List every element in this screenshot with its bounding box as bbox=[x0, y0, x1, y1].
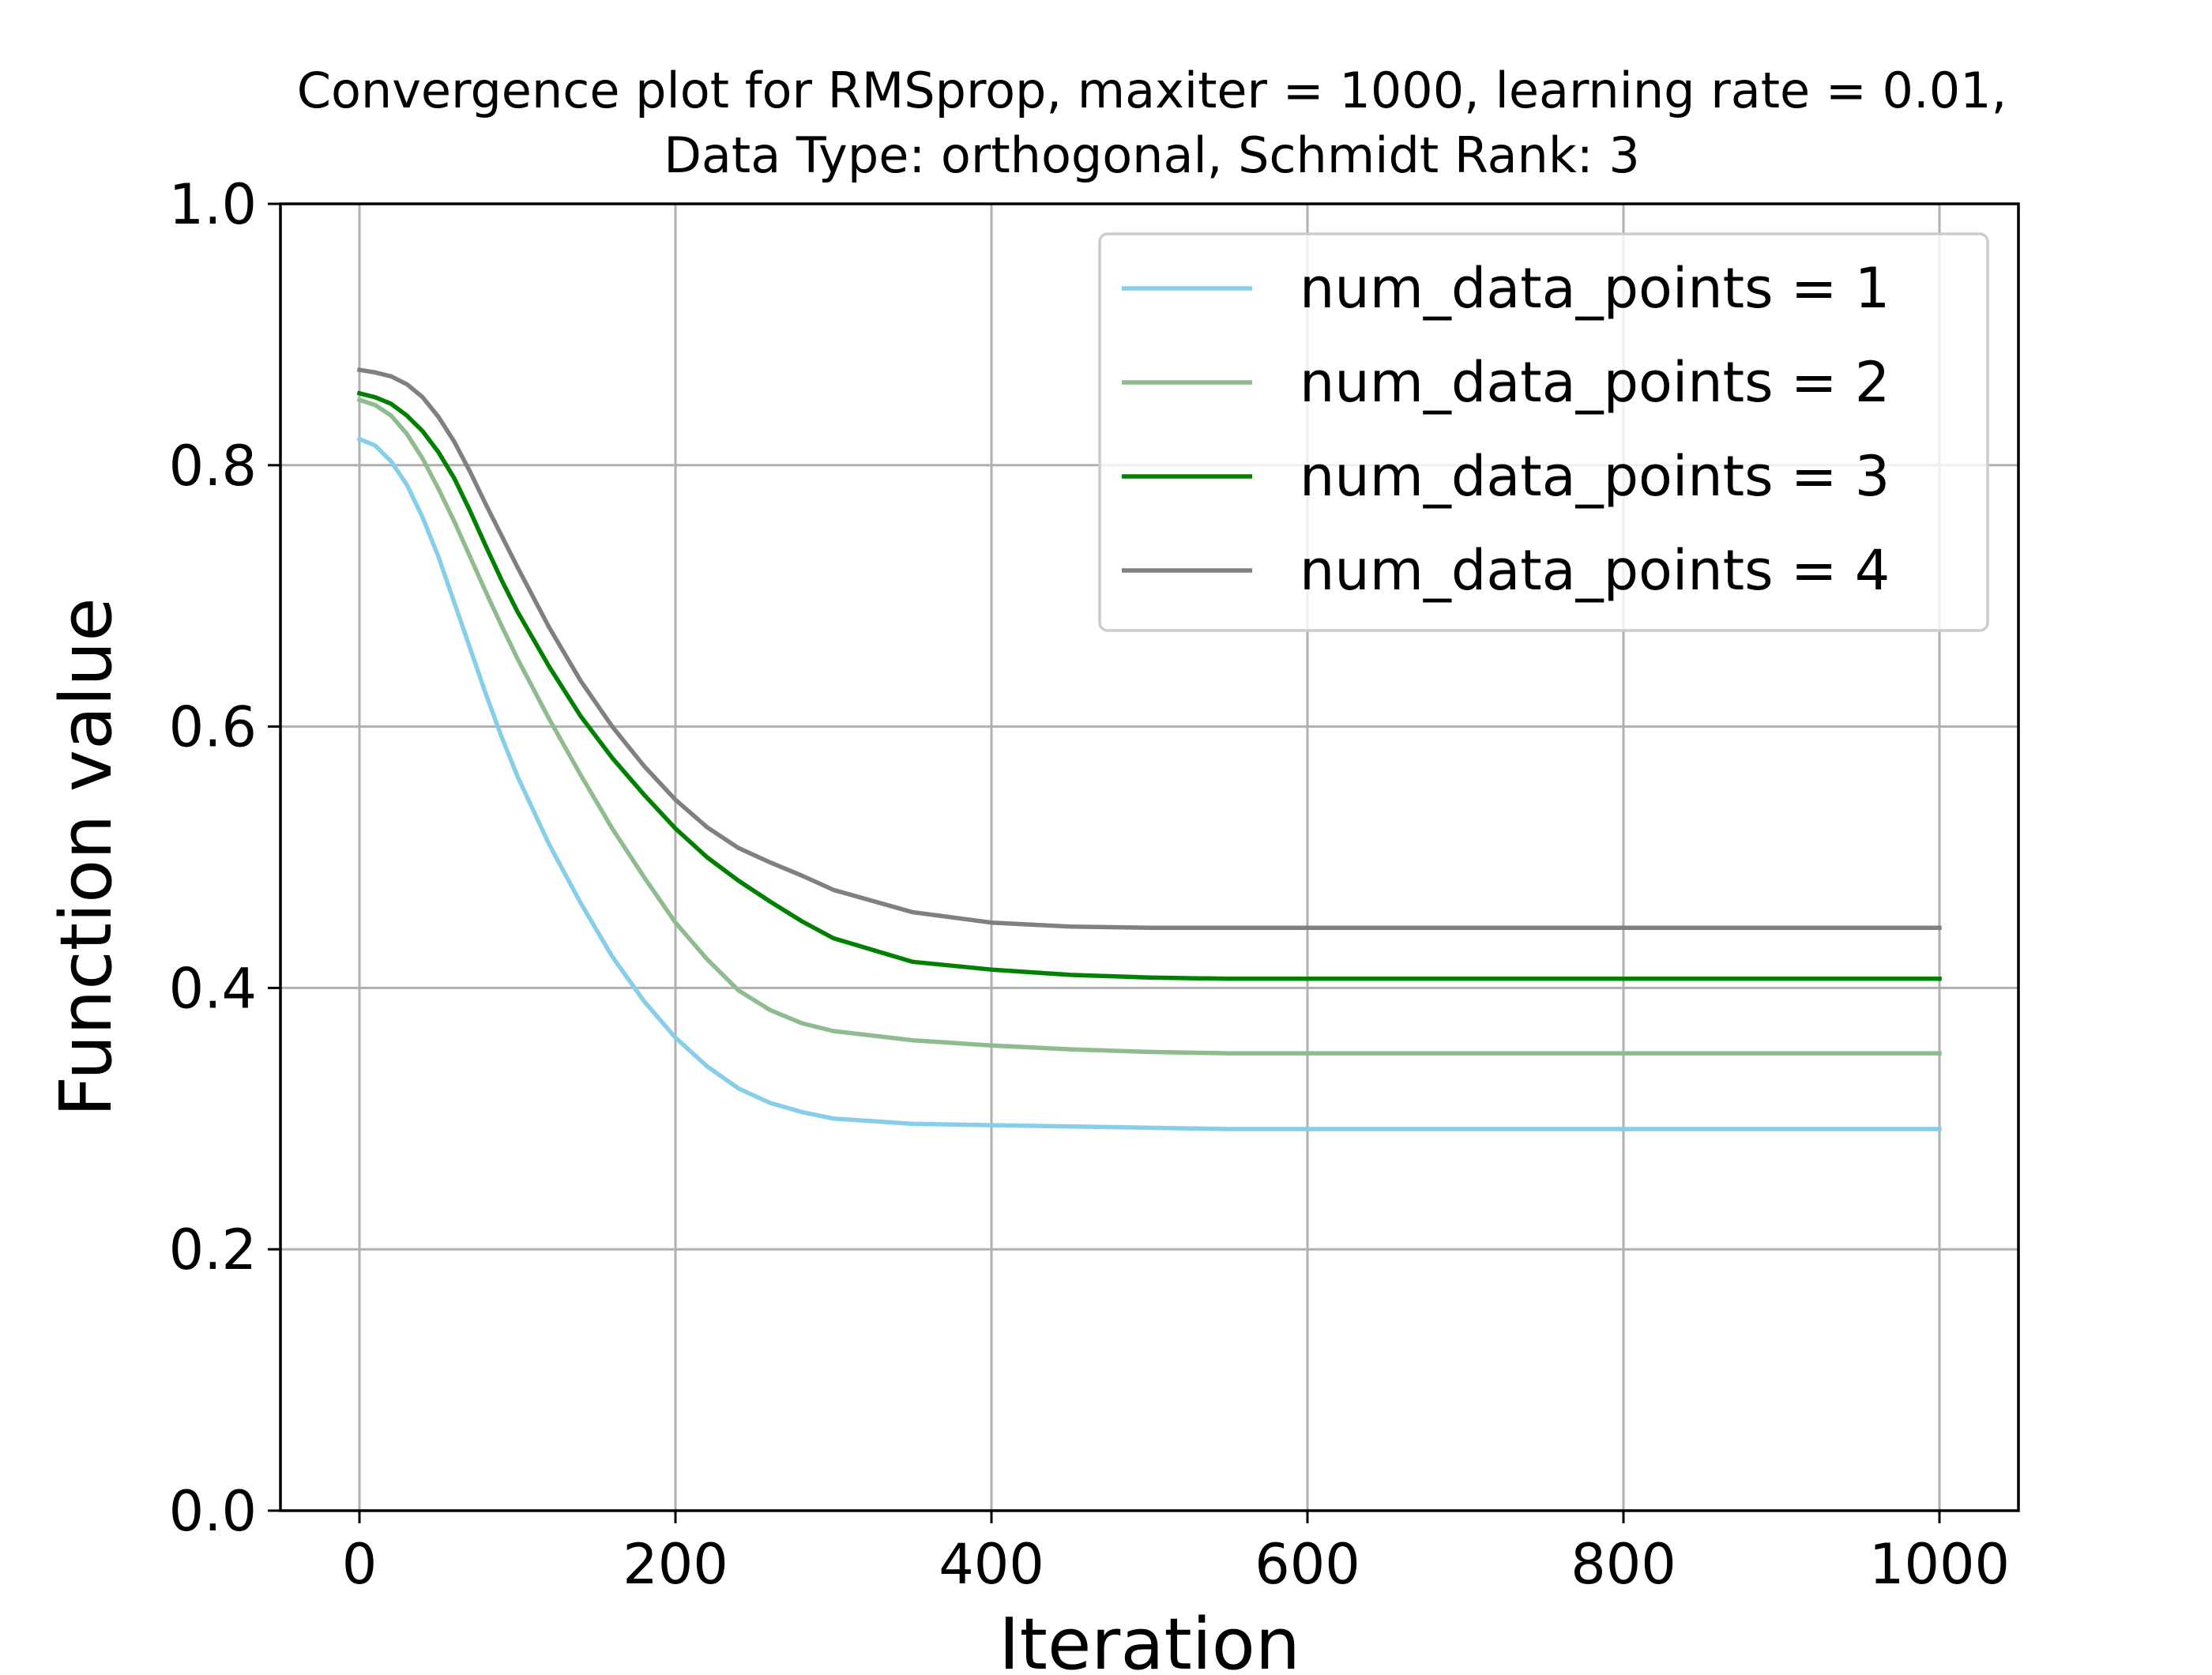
legend: num_data_points = 1 num_data_points = 2 nu… bbox=[1098, 232, 1989, 632]
legend-label-1: num_data_points = 1 bbox=[1300, 256, 1890, 321]
chart-title-line-2: Data Type: orthogonal, Schmidt Rank: 3 bbox=[664, 126, 1640, 184]
y-tick-label: 0.4 bbox=[169, 956, 257, 1021]
y-axis-label: Function value bbox=[45, 597, 128, 1116]
legend-label-3: num_data_points = 3 bbox=[1300, 444, 1890, 509]
series-line-2 bbox=[356, 397, 1942, 1056]
x-tick-label: 800 bbox=[1571, 1532, 1676, 1597]
ticks: 0 200 400 600 800 1000 0.0 0.2 0.4 0.6 0.8 1.0 bbox=[169, 172, 2010, 1597]
y-tick-label: 0.0 bbox=[169, 1479, 257, 1544]
x-tick-label: 600 bbox=[1255, 1532, 1360, 1597]
x-tick-label: 0 bbox=[342, 1532, 378, 1597]
y-tick-label: 0.2 bbox=[169, 1218, 257, 1282]
y-tick-label: 0.6 bbox=[169, 695, 257, 760]
x-tick-label: 1000 bbox=[1869, 1532, 2010, 1597]
y-tick-label: 0.8 bbox=[169, 434, 257, 499]
series-line-4 bbox=[356, 367, 1942, 931]
y-tick-label: 1.0 bbox=[169, 172, 257, 237]
plot-frame bbox=[279, 202, 2020, 1512]
legend-box bbox=[1098, 232, 1989, 632]
x-tick-label: 200 bbox=[623, 1532, 728, 1597]
series-line-3 bbox=[356, 390, 1942, 981]
legend-label-2: num_data_points = 2 bbox=[1300, 350, 1890, 415]
legend-label-4: num_data_points = 4 bbox=[1300, 538, 1890, 603]
series-line-1 bbox=[356, 436, 1942, 1131]
chart-title-line-1: Convergence plot for RMSprop, maxiter = … bbox=[297, 62, 2007, 119]
series-group bbox=[356, 367, 1942, 1131]
x-axis-label: Iteration bbox=[999, 1603, 1300, 1675]
x-tick-label: 400 bbox=[939, 1532, 1044, 1597]
